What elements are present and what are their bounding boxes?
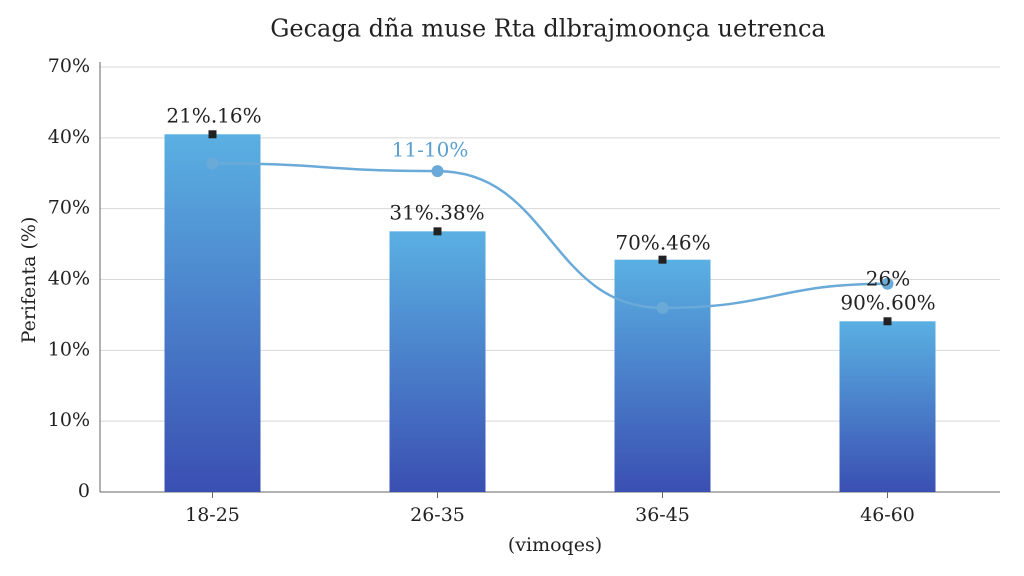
bar-top-marker bbox=[658, 255, 667, 264]
x-tick-label: 46-60 bbox=[860, 504, 915, 526]
line-point bbox=[206, 157, 219, 170]
line-point bbox=[656, 301, 669, 314]
bar bbox=[164, 134, 261, 492]
y-tick-label: 70% bbox=[48, 55, 90, 77]
y-tick-label: 10% bbox=[48, 409, 90, 431]
y-tick-label: 70% bbox=[48, 197, 90, 219]
y-tick-label: 0 bbox=[78, 480, 90, 502]
line bbox=[212, 162, 888, 310]
annotation: 31%.38% bbox=[389, 201, 484, 225]
bar-top-marker bbox=[433, 227, 442, 236]
line-point bbox=[881, 277, 894, 290]
y-tick-label: 40% bbox=[48, 268, 90, 290]
x-tick-label: 18-25 bbox=[185, 504, 240, 526]
x-tick-label: 36-45 bbox=[635, 504, 690, 526]
annotation: 70%.46% bbox=[615, 231, 710, 255]
bar bbox=[389, 231, 486, 493]
line-point bbox=[431, 165, 444, 178]
chart-title: Gecaga dña muse Rta dlbrajmoonça uetrenc… bbox=[270, 15, 826, 43]
bar-top-marker bbox=[883, 317, 892, 326]
annotation: 90%.60% bbox=[840, 291, 935, 315]
bar bbox=[614, 259, 711, 492]
x-tick-label: 26-35 bbox=[410, 504, 465, 526]
y-tick-label: 10% bbox=[48, 338, 90, 360]
annotation: 21%.16% bbox=[166, 104, 261, 128]
y-axis-label: Perifenta (%) bbox=[18, 217, 40, 344]
x-axis-label: (vimoqes) bbox=[508, 534, 602, 556]
bar-top-marker bbox=[208, 130, 217, 139]
bar bbox=[839, 321, 936, 492]
annotation: 11-10% bbox=[392, 138, 469, 162]
annotation: 26% bbox=[866, 267, 910, 291]
y-tick-label: 40% bbox=[48, 126, 90, 148]
